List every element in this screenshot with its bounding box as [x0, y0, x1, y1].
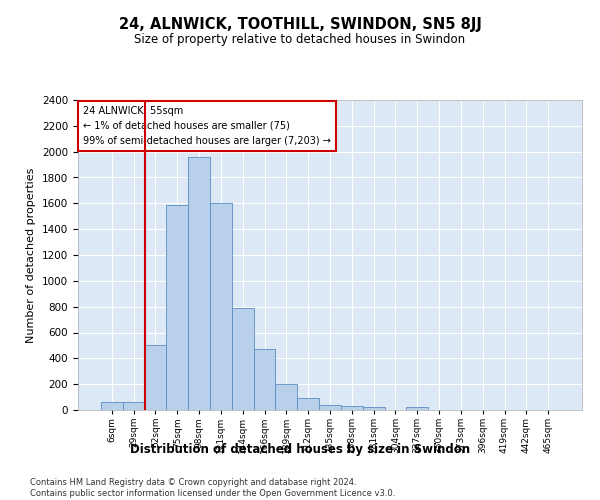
Bar: [254, 350, 275, 410]
Text: 24 ALNWICK: 55sqm
← 1% of detached houses are smaller (75)
99% of semi-detached : 24 ALNWICK: 55sqm ← 1% of detached house…: [83, 106, 331, 146]
Text: Size of property relative to detached houses in Swindon: Size of property relative to detached ho…: [134, 32, 466, 46]
Y-axis label: Number of detached properties: Number of detached properties: [26, 168, 37, 342]
Bar: [145, 346, 166, 410]
Bar: [363, 407, 385, 410]
Bar: [319, 406, 341, 410]
Bar: [210, 204, 232, 410]
Text: Contains HM Land Registry data © Crown copyright and database right 2024.
Contai: Contains HM Land Registry data © Crown c…: [30, 478, 395, 498]
Bar: [101, 402, 123, 410]
Text: 24, ALNWICK, TOOTHILL, SWINDON, SN5 8JJ: 24, ALNWICK, TOOTHILL, SWINDON, SN5 8JJ: [119, 18, 481, 32]
Bar: [232, 308, 254, 410]
Text: Distribution of detached houses by size in Swindon: Distribution of detached houses by size …: [130, 442, 470, 456]
Bar: [123, 402, 145, 410]
Bar: [188, 157, 210, 410]
Bar: [297, 398, 319, 410]
Bar: [406, 408, 428, 410]
Bar: [341, 406, 363, 410]
Bar: [275, 384, 297, 410]
Bar: [166, 204, 188, 410]
